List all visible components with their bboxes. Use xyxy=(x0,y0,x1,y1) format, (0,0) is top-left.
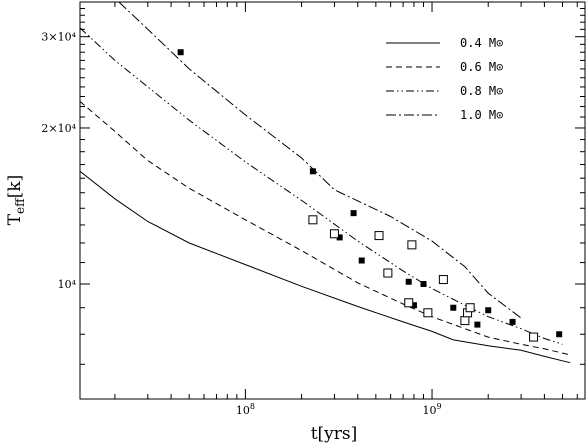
legend-label-3: 0.8 M⊙ xyxy=(460,84,503,98)
x-axis-label: t[yrs] xyxy=(311,424,358,444)
x-tick-label: 109 xyxy=(422,402,441,417)
y-axis-label-unit: [k] xyxy=(5,175,25,199)
x-tick-label-exp: 9 xyxy=(436,402,441,411)
model-curves xyxy=(80,2,571,364)
series-line-3 xyxy=(80,27,563,345)
filled-square-point xyxy=(474,321,481,328)
axis-ticks xyxy=(80,1,585,400)
open-square-point xyxy=(465,303,475,313)
y-tick-label: 3×10⁴ xyxy=(41,31,76,44)
legend: 0.4 M⊙ 0.6 M⊙ 0.8 M⊙ 1.0 M⊙ xyxy=(386,36,503,122)
filled-square-point xyxy=(410,302,417,309)
x-tick-label-base: 10 xyxy=(422,404,436,417)
open-square-point xyxy=(407,240,417,250)
x-tick-label: 108 xyxy=(236,402,255,417)
observations xyxy=(177,49,563,342)
open-square-point xyxy=(423,308,433,318)
filled-square-point xyxy=(358,257,365,264)
open-square-point xyxy=(383,268,393,278)
filled-square-point xyxy=(177,49,184,56)
y-tick-label: 2×10⁴ xyxy=(41,122,76,135)
plot-frame xyxy=(79,1,586,400)
open-square-point xyxy=(374,231,384,241)
open-square-point xyxy=(308,215,318,225)
y-axis-label-main: T xyxy=(5,213,25,225)
x-tick-label-base: 10 xyxy=(236,404,250,417)
legend-label-2: 0.6 M⊙ xyxy=(460,60,503,74)
filled-square-point xyxy=(405,278,412,285)
filled-square-point xyxy=(485,307,492,314)
filled-square-point xyxy=(556,331,563,338)
filled-square-point xyxy=(336,234,343,241)
series-line-4 xyxy=(118,2,522,319)
y-axis-label-sub: eff xyxy=(13,197,27,214)
series-line-1 xyxy=(80,170,571,364)
filled-square-point xyxy=(309,168,316,175)
open-square-point xyxy=(438,275,448,285)
open-square-point xyxy=(404,298,414,308)
filled-square-point xyxy=(509,318,516,325)
y-tick-label: 10⁴ xyxy=(58,278,77,291)
x-tick-label-exp: 8 xyxy=(250,402,255,411)
legend-label-4: 1.0 M⊙ xyxy=(460,108,503,122)
open-square-point xyxy=(529,332,539,342)
open-square-point xyxy=(460,316,470,326)
filled-square-point xyxy=(350,210,357,217)
legend-label-1: 0.4 M⊙ xyxy=(460,36,503,50)
y-axis-label: Teff[k] xyxy=(5,175,27,226)
filled-square-point xyxy=(420,281,427,288)
series-line-2 xyxy=(80,101,571,356)
open-square-point xyxy=(329,229,339,239)
filled-square-point xyxy=(450,304,457,311)
